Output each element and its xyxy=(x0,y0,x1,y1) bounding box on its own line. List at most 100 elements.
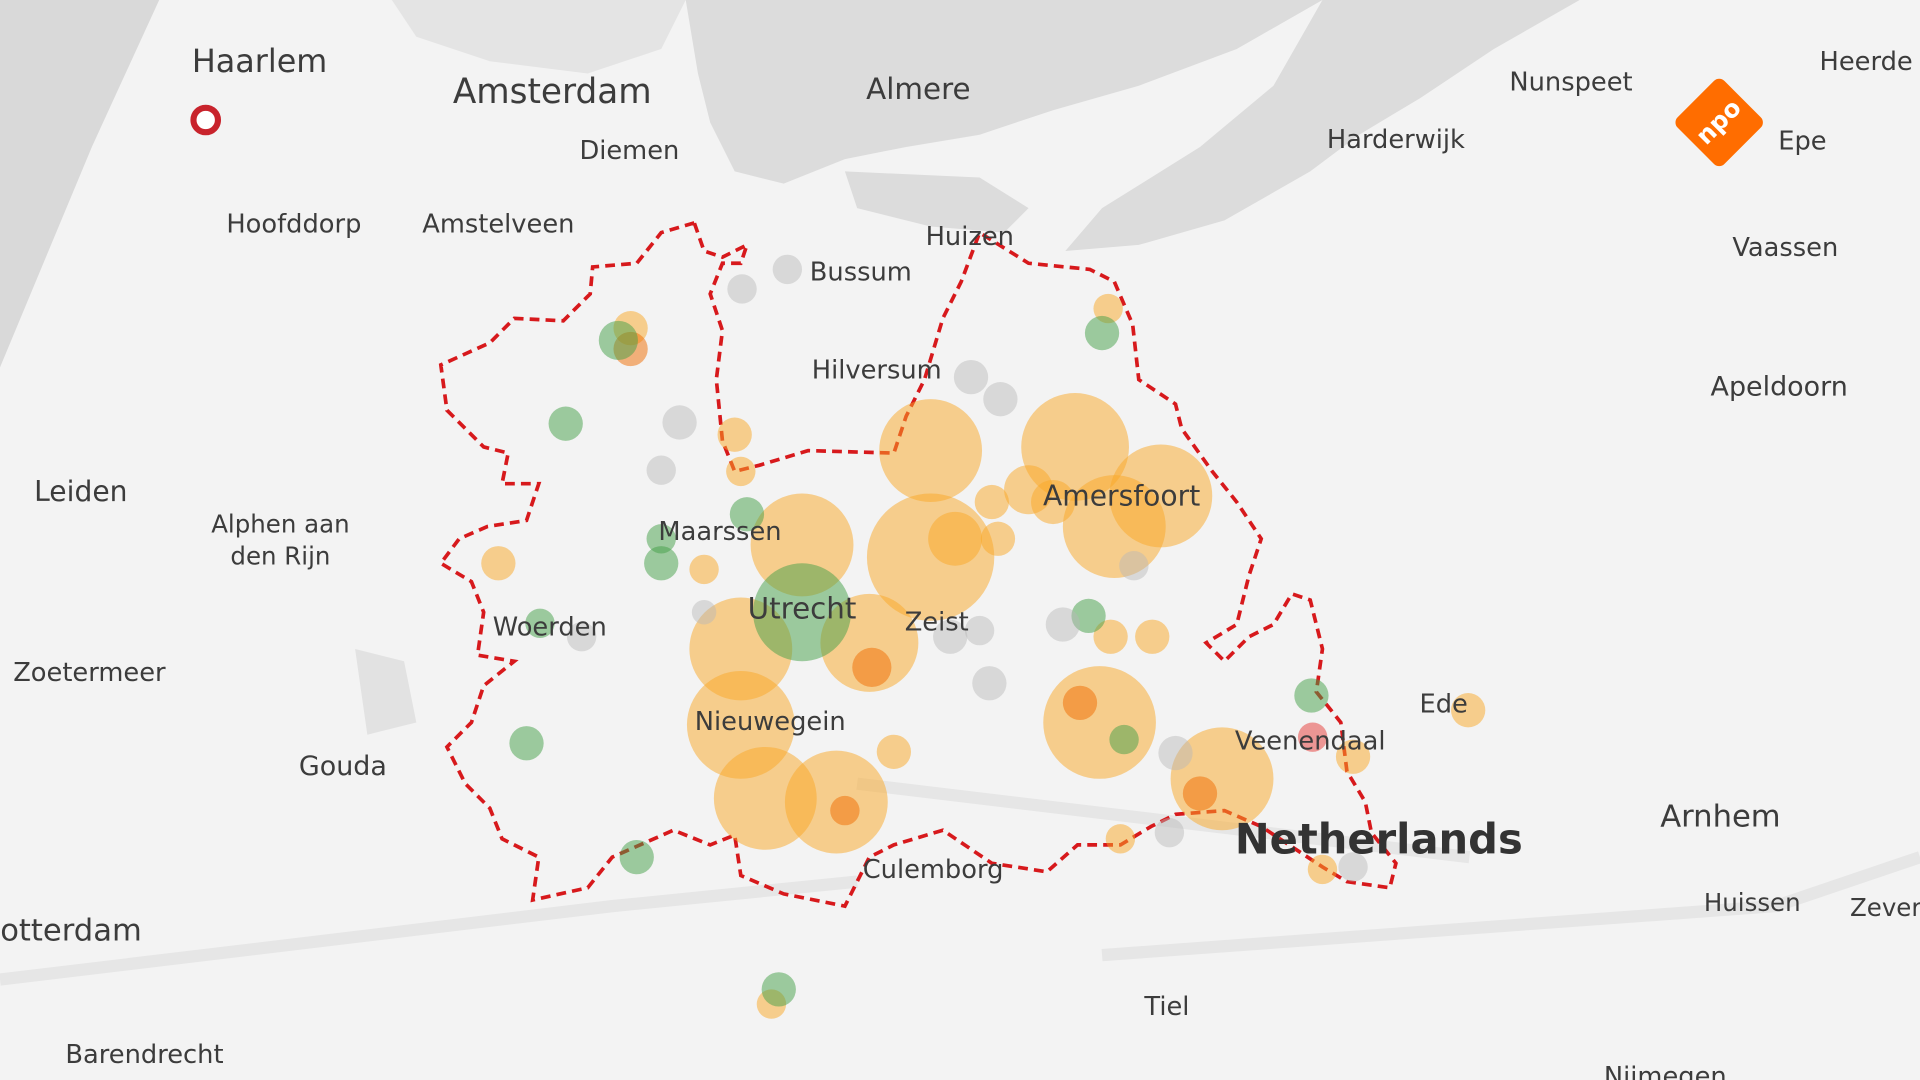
lake xyxy=(844,171,1029,233)
site-bubble xyxy=(1294,678,1329,713)
place-label: Leiden xyxy=(34,475,127,508)
site-bubble xyxy=(691,600,717,625)
site-bubble xyxy=(964,615,995,646)
site-bubble xyxy=(953,360,989,395)
place-label: Woerden xyxy=(493,613,607,643)
site-bubble xyxy=(509,726,544,761)
site-bubble xyxy=(1084,315,1120,351)
sea xyxy=(0,0,160,368)
place-label: Barendrecht xyxy=(65,1040,223,1070)
site-bubble xyxy=(727,274,757,304)
place-label: Zeist xyxy=(905,608,969,638)
site-bubble xyxy=(548,406,583,441)
site-bubble xyxy=(830,795,860,826)
place-label: Zoetermeer xyxy=(13,658,166,688)
place-label: Amersfoort xyxy=(1043,480,1200,513)
site-bubble xyxy=(761,972,796,1007)
site-bubble xyxy=(1021,393,1129,501)
site-bubble xyxy=(1109,724,1139,755)
site-bubble xyxy=(753,563,852,662)
site-bubble xyxy=(1119,551,1149,581)
urban-area xyxy=(391,0,686,74)
site-bubble xyxy=(1158,735,1193,771)
site-bubble xyxy=(525,608,555,638)
place-label: Almere xyxy=(866,72,970,106)
site-bubble xyxy=(933,619,968,654)
site-bubble xyxy=(646,455,676,485)
place-label: Zever xyxy=(1850,893,1920,922)
site-bubble xyxy=(928,511,983,566)
site-bubble xyxy=(598,320,638,360)
place-label: Ede xyxy=(1419,690,1467,720)
site-bubble xyxy=(662,405,697,440)
site-bubble xyxy=(1093,619,1128,654)
place-label: Tiel xyxy=(1143,992,1189,1022)
country-label: Netherlands xyxy=(1235,814,1523,863)
site-bubble xyxy=(1105,824,1136,854)
place-label: Nunspeet xyxy=(1509,68,1632,98)
place-label: Heerde xyxy=(1820,47,1913,77)
site-bubble xyxy=(644,546,679,581)
site-bubble xyxy=(876,734,912,769)
place-label: Hilversum xyxy=(812,355,942,385)
site-bubble xyxy=(1338,852,1368,882)
place-label: Maarssen xyxy=(658,517,781,547)
place-label: Diemen xyxy=(579,136,679,166)
place-label: Harderwijk xyxy=(1327,125,1465,155)
place-label: Nijmegen xyxy=(1604,1062,1727,1080)
site-bubble xyxy=(1182,776,1218,811)
place-label: otterdam xyxy=(0,913,142,948)
place-label: Epe xyxy=(1778,126,1826,156)
place-label: Bussum xyxy=(810,257,912,287)
site-bubble xyxy=(974,484,1009,520)
lake xyxy=(355,648,417,735)
site-bubble xyxy=(1451,693,1486,728)
place-label: Huizen xyxy=(926,222,1014,252)
site-bubble xyxy=(619,840,654,875)
place-label: Veenendaal xyxy=(1235,726,1386,756)
place-label: Arnhem xyxy=(1660,800,1780,835)
site-bubble xyxy=(1335,739,1371,774)
site-bubble xyxy=(566,622,597,652)
site-bubble xyxy=(646,524,676,554)
site-bubble xyxy=(1031,480,1076,525)
npo-logo: npo xyxy=(1675,78,1763,167)
logo-tile xyxy=(1675,78,1763,167)
site-bubble xyxy=(1062,685,1098,720)
site-bubble xyxy=(983,382,1018,417)
site-bubble xyxy=(689,554,719,585)
site-bubble xyxy=(1062,475,1166,578)
place-label: Amstelveen xyxy=(422,210,574,240)
place-label: Utrecht xyxy=(748,591,857,625)
site-bubble xyxy=(1045,607,1080,642)
place-label: Gouda xyxy=(299,751,387,782)
place-label: Vaassen xyxy=(1732,233,1838,263)
place-label: Nieuwegein xyxy=(695,707,846,737)
site-bubble xyxy=(980,521,1016,556)
location-marker xyxy=(190,104,222,136)
site-bubble xyxy=(1297,722,1328,752)
site-bubble xyxy=(1135,619,1170,654)
lake xyxy=(685,0,1323,184)
site-bubble xyxy=(879,399,983,503)
lake xyxy=(1065,0,1580,252)
site-bubble xyxy=(1154,817,1185,848)
site-bubble xyxy=(726,456,756,487)
site-bubble xyxy=(717,417,752,452)
site-bubble xyxy=(772,254,803,285)
site-bubble xyxy=(852,647,892,687)
site-bubble xyxy=(1043,666,1156,779)
place-label: Haarlem xyxy=(192,42,327,80)
place-label: Apeldoorn xyxy=(1711,372,1848,403)
site-bubble xyxy=(1071,598,1106,634)
place-label: Huissen xyxy=(1704,888,1801,917)
site-bubble xyxy=(1307,854,1338,885)
bubble-layer xyxy=(481,254,1486,1019)
site-bubble xyxy=(972,666,1007,701)
place-label: den Rijn xyxy=(230,541,330,570)
site-bubble xyxy=(481,546,516,581)
site-bubble xyxy=(1093,293,1123,324)
site-bubble xyxy=(729,497,765,532)
